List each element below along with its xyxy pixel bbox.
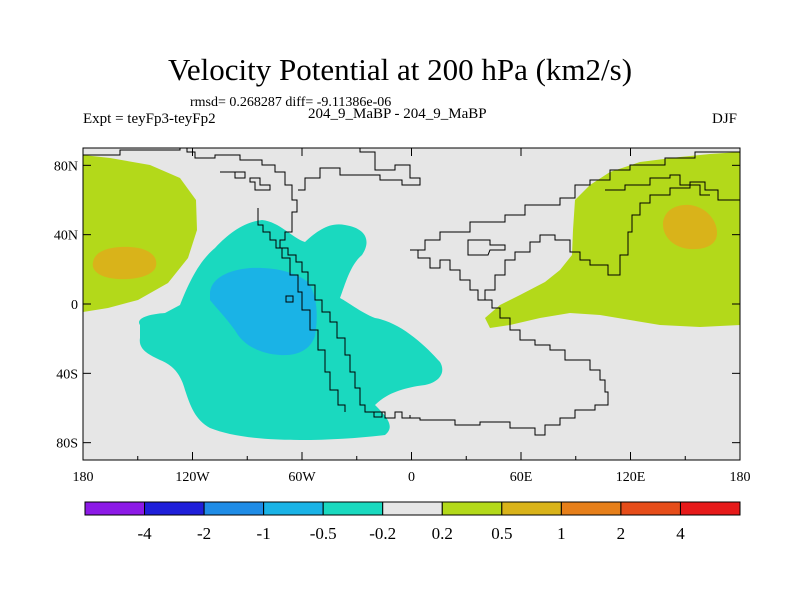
positive-region-east xyxy=(485,152,740,328)
x-tick-label: 60W xyxy=(288,470,316,485)
positive-core-east xyxy=(662,204,717,250)
coastline-island-small xyxy=(285,295,383,418)
colorbar-box xyxy=(501,501,562,516)
positive-core-west xyxy=(92,246,157,280)
coastline-eurasia xyxy=(410,151,740,251)
x-tick-label: 180 xyxy=(730,470,751,485)
coastline-greenland xyxy=(298,147,421,191)
experiment-label: Expt = teyFp3-teyFp2 xyxy=(83,111,216,127)
x-tick-label: 180 xyxy=(73,470,94,485)
coastline-asia-north-loop xyxy=(605,174,710,196)
coastline-inland-sea xyxy=(467,239,506,256)
colorbar-label: -1 xyxy=(257,524,271,543)
coastline-africa xyxy=(410,299,609,436)
colorbar-label: 0.2 xyxy=(432,524,453,543)
coastline-americas-west xyxy=(257,208,346,412)
colorbar-label: -0.5 xyxy=(310,524,337,543)
y-tick-label: 80S xyxy=(56,437,78,452)
x-tick-label: 120W xyxy=(175,470,210,485)
plot-title: Velocity Potential at 200 hPa (km2/s) xyxy=(167,52,633,87)
colorbar-label: -4 xyxy=(137,524,152,543)
colorbar: -4 -2 -1 -0.5 -0.2 0.2 0.5 1 2 4 xyxy=(84,501,741,543)
season-label: DJF xyxy=(712,111,738,127)
case-label: 204_9_MaBP - 204_9_MaBP xyxy=(308,106,487,122)
x-tick-label: 120E xyxy=(616,470,646,485)
colorbar-label: 1 xyxy=(557,524,566,543)
axes: 180 120W 60W 0 60E 120E 180 80N 40N 0 40S 80S xyxy=(54,148,751,485)
colorbar-label: 4 xyxy=(676,524,685,543)
y-tick-label: 40S xyxy=(56,367,78,382)
colorbar-box xyxy=(84,501,146,516)
colorbar-box xyxy=(263,501,324,516)
colorbar-box xyxy=(679,501,741,516)
coastline-asia-east xyxy=(410,181,740,301)
colorbar-box xyxy=(560,501,622,516)
colorbar-label: 0.5 xyxy=(491,524,512,543)
negative-core xyxy=(210,267,317,356)
y-tick-label: 80N xyxy=(54,159,78,174)
colorbar-box xyxy=(203,501,265,516)
colorbar-label: -2 xyxy=(197,524,211,543)
x-tick-label: 60E xyxy=(510,470,533,485)
colorbar-label: -0.2 xyxy=(369,524,396,543)
colorbar-box xyxy=(382,501,443,516)
coastline-canada-islands xyxy=(220,171,271,191)
y-tick-label: 0 xyxy=(71,298,78,313)
colorbar-label: 2 xyxy=(617,524,626,543)
x-tick-label: 0 xyxy=(408,470,415,485)
colorbar-box xyxy=(441,501,503,516)
y-tick-label: 40N xyxy=(54,229,78,244)
stats-text: rmsd= 0.268287 diff= -9.11386e-06 xyxy=(190,95,392,110)
colorbar-box xyxy=(322,501,384,516)
colorbar-box xyxy=(620,501,681,516)
contour-fills xyxy=(83,152,740,440)
colorbar-box xyxy=(144,501,205,516)
